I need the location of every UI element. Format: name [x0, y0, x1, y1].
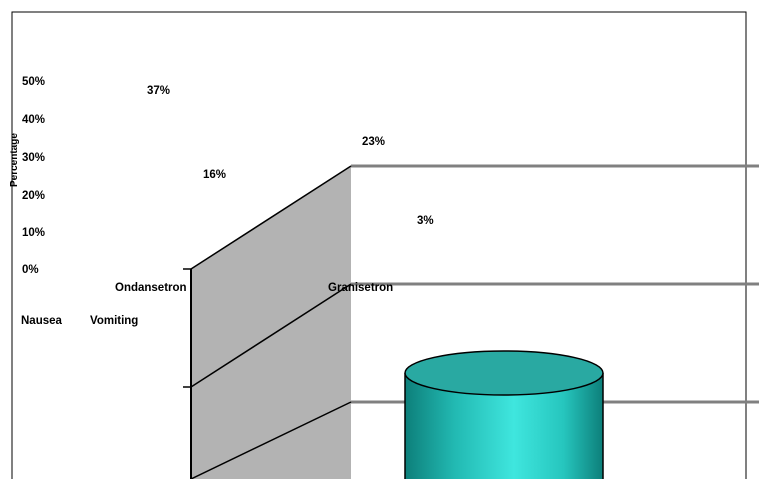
category-label: Ondansetron	[115, 282, 187, 294]
data-label: 16%	[203, 169, 226, 181]
y-tick-label: 50%	[22, 76, 45, 88]
legend-label-nausea: Nausea	[21, 315, 63, 327]
wall-gridline	[190, 283, 352, 388]
chart-border	[11, 11, 747, 479]
data-label: 23%	[362, 136, 385, 148]
y-tick-label: 20%	[22, 190, 45, 202]
y-axis-title: Percentage	[9, 133, 20, 187]
wall-gridline	[190, 401, 352, 479]
side-wall	[191, 166, 351, 479]
category-label: Granisetron	[328, 282, 393, 294]
y-tick-label: 0%	[22, 264, 39, 276]
data-label: 3%	[417, 215, 434, 227]
wall-gridline	[190, 165, 352, 270]
y-tick-label: 10%	[22, 227, 45, 239]
cylinder-bar	[404, 350, 604, 479]
data-label: 37%	[147, 85, 170, 97]
y-tick-label: 30%	[22, 152, 45, 164]
y-tick-label: 40%	[22, 114, 45, 126]
legend-label-vomiting: Vomiting	[90, 315, 138, 327]
